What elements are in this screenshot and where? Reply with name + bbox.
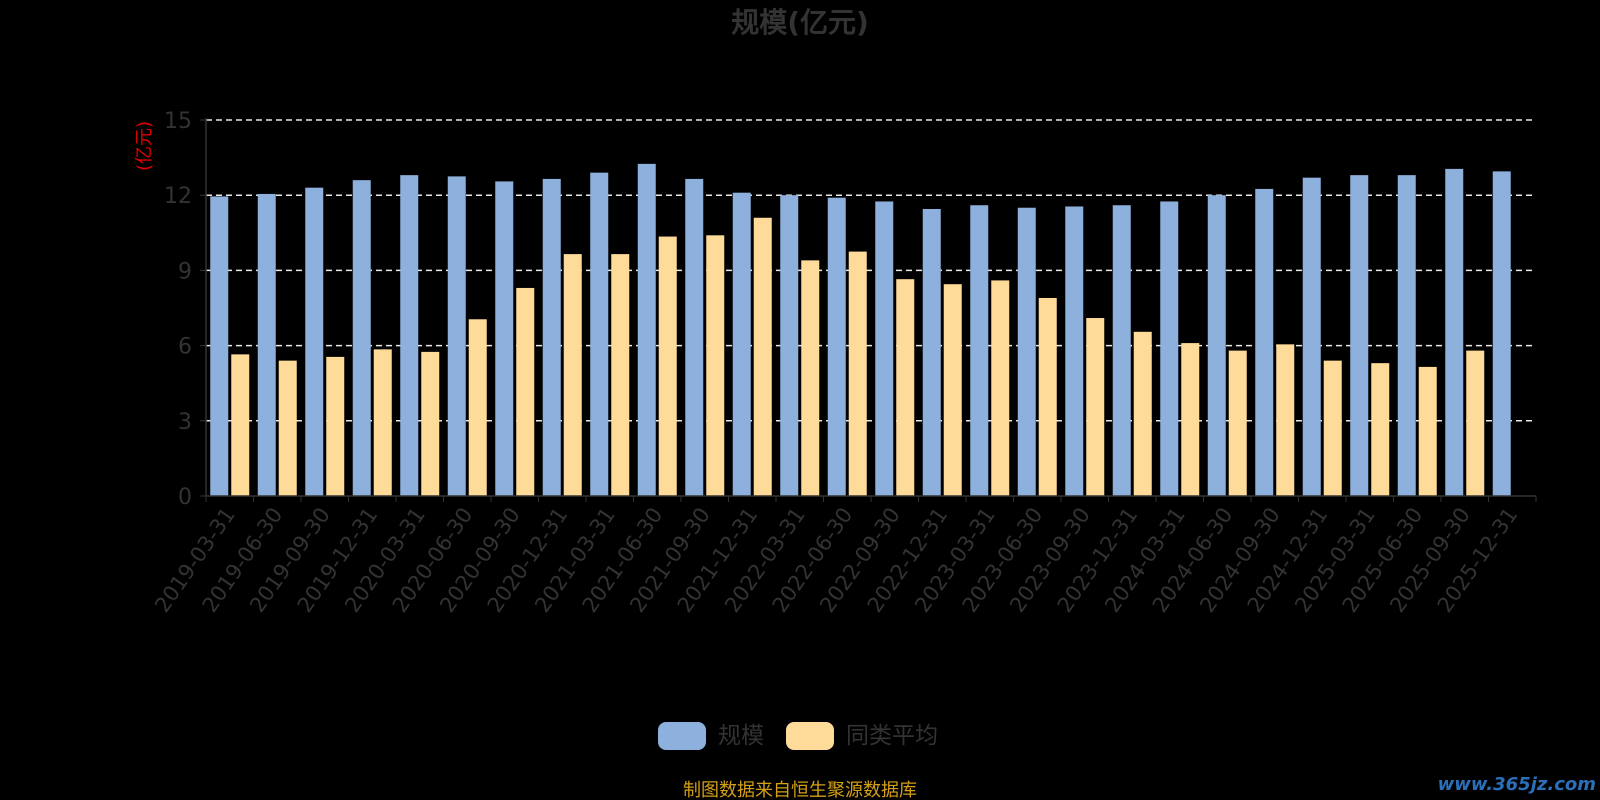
bar xyxy=(780,195,799,496)
bar xyxy=(1276,344,1295,496)
bar xyxy=(943,284,962,496)
bar xyxy=(848,251,867,496)
watermark: www.365jz.com xyxy=(1438,774,1596,795)
bar xyxy=(1133,331,1152,496)
legend-swatch xyxy=(658,722,706,750)
y-tick-label: 9 xyxy=(178,259,192,284)
bar xyxy=(1160,201,1179,496)
legend-item[interactable]: 同类平均 xyxy=(786,722,938,750)
bar xyxy=(400,175,419,496)
bar xyxy=(1492,171,1511,497)
y-tick-label: 12 xyxy=(164,184,192,209)
bar xyxy=(801,260,820,496)
bar xyxy=(922,208,941,496)
bar xyxy=(1181,343,1200,496)
bar xyxy=(685,178,704,496)
bar xyxy=(231,354,250,496)
bar xyxy=(991,280,1010,496)
bar xyxy=(875,201,894,496)
bar xyxy=(305,187,324,496)
bar xyxy=(1228,350,1247,496)
bar xyxy=(1302,177,1321,497)
legend-item[interactable]: 规模 xyxy=(658,722,764,750)
y-tick-label: 0 xyxy=(178,485,192,510)
bar xyxy=(732,192,751,496)
bar xyxy=(516,287,535,496)
bar xyxy=(542,178,561,496)
bar xyxy=(495,181,514,496)
bar xyxy=(1323,360,1342,496)
bar xyxy=(590,172,609,496)
bar xyxy=(563,254,582,496)
legend-label: 同类平均 xyxy=(846,723,938,749)
bar xyxy=(706,235,725,496)
bar xyxy=(1207,195,1226,496)
bar xyxy=(257,193,276,497)
bar xyxy=(373,349,392,496)
y-tick-label: 15 xyxy=(164,109,192,134)
bar xyxy=(1112,205,1131,496)
x-axis-ticks: 2019-03-312019-06-302019-09-302019-12-31… xyxy=(150,503,1522,617)
data-source-note: 制图数据来自恒生聚源数据库 xyxy=(683,780,917,800)
bar xyxy=(658,236,677,496)
bar xyxy=(753,217,772,496)
y-tick-label: 3 xyxy=(178,410,192,435)
legend-swatch xyxy=(786,722,834,750)
bar xyxy=(421,351,440,496)
bar xyxy=(326,356,345,496)
bar xyxy=(1418,366,1437,496)
bar xyxy=(827,197,846,496)
y-tick-label: 6 xyxy=(178,335,192,360)
bar xyxy=(1445,168,1464,496)
y-axis-unit: (亿元) xyxy=(134,121,155,171)
bar xyxy=(1350,175,1369,496)
bar xyxy=(637,163,656,496)
bar xyxy=(896,279,915,496)
bar xyxy=(1397,175,1416,496)
legend-label: 规模 xyxy=(718,723,764,749)
legend: 规模 同类平均 xyxy=(658,722,938,750)
bar xyxy=(1038,297,1057,496)
bars xyxy=(210,163,1511,497)
bar xyxy=(611,254,630,496)
chart-title: 规模(亿元) xyxy=(731,6,869,39)
bar xyxy=(1065,206,1084,497)
bar xyxy=(210,196,229,496)
bar xyxy=(352,180,371,496)
axes xyxy=(205,118,1537,502)
bar xyxy=(1466,350,1485,496)
bar xyxy=(1086,318,1105,496)
bar xyxy=(468,319,487,496)
bar xyxy=(970,205,989,496)
bar xyxy=(1017,207,1036,496)
bar xyxy=(447,176,466,496)
bar xyxy=(1255,188,1274,496)
bar xyxy=(1371,363,1390,496)
bar xyxy=(278,360,297,496)
y-axis-ticks: 0 3 6 9 12 15 xyxy=(164,109,206,510)
